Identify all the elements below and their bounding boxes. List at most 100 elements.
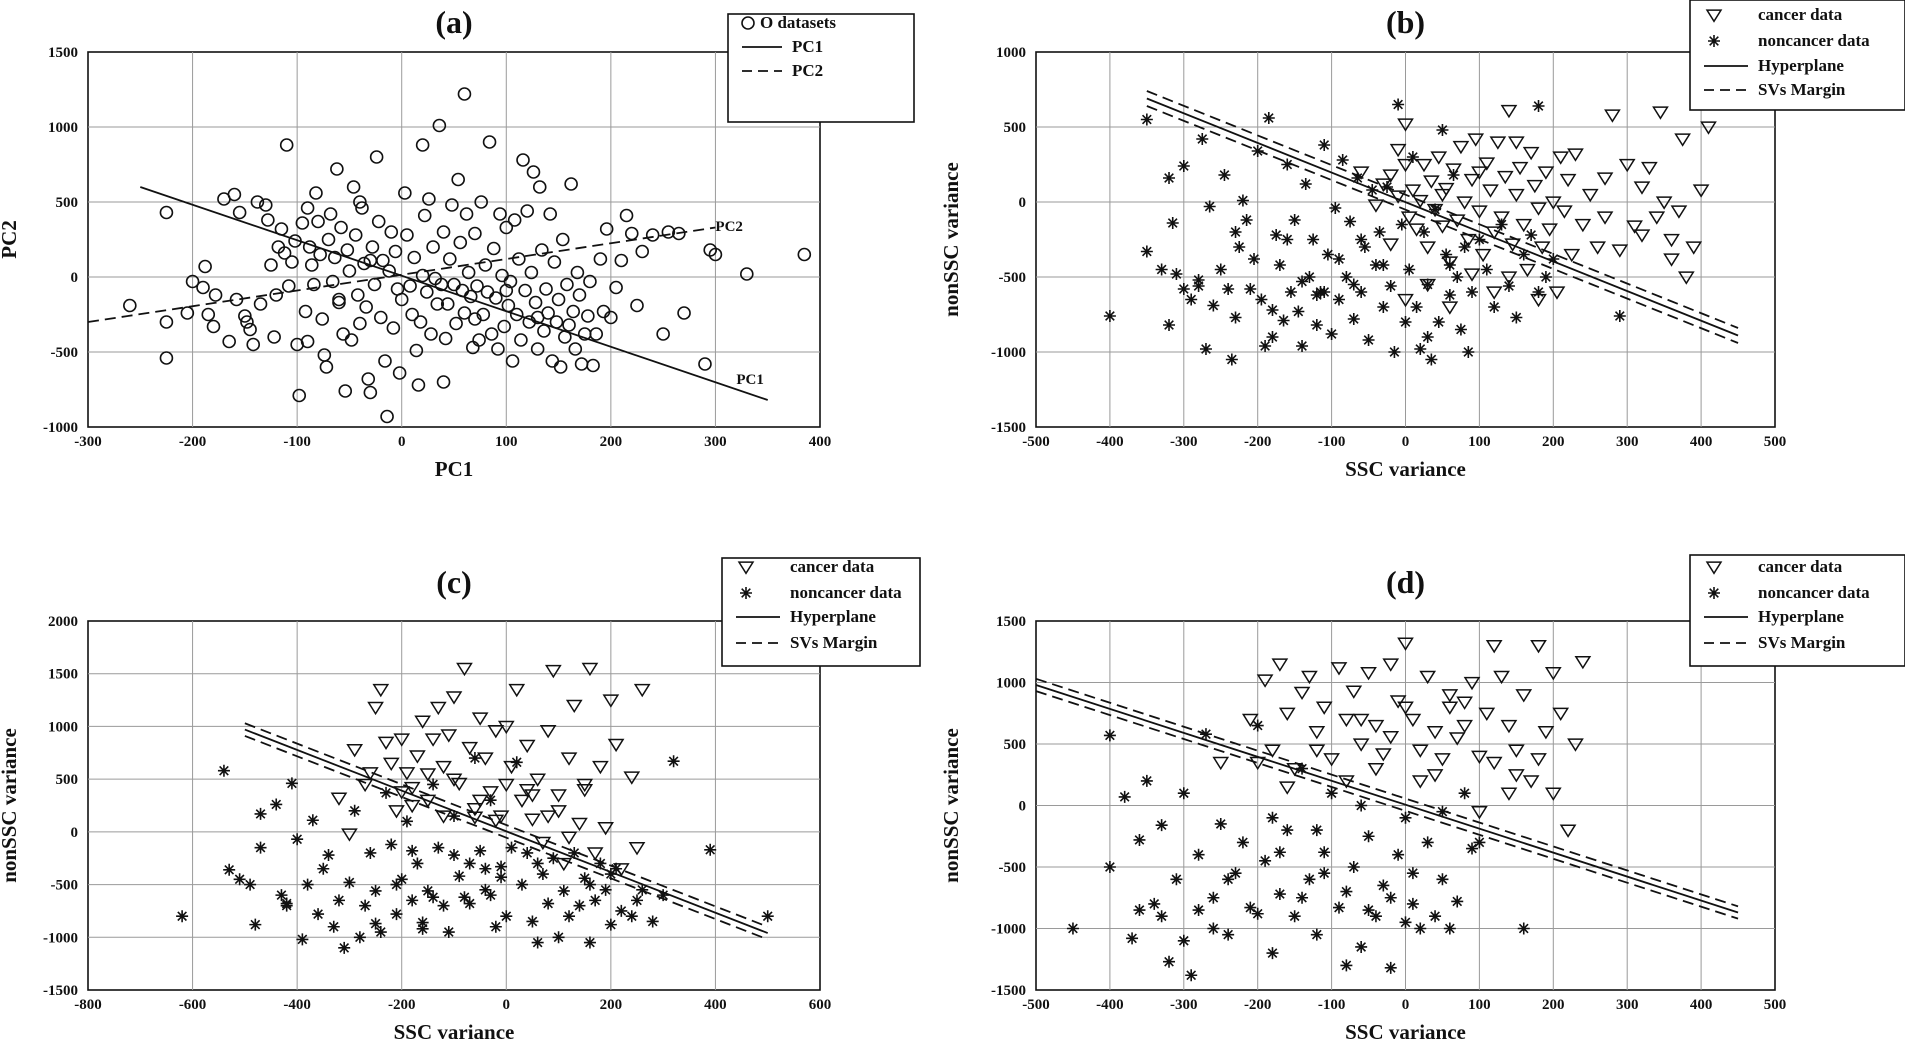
asterisk-point (495, 871, 508, 884)
asterisk-point (1525, 229, 1538, 241)
triangle-point (529, 773, 547, 787)
triangle-point (1633, 181, 1651, 195)
circle-point (445, 198, 459, 212)
triangle-point (1474, 248, 1492, 263)
circle-point (507, 213, 522, 227)
asterisk-point (1177, 283, 1190, 295)
circle-point (323, 207, 338, 221)
circle-point (201, 307, 216, 322)
triangle-point (487, 724, 505, 739)
circle-point (530, 310, 545, 325)
legend-asterisk-marker (1708, 35, 1720, 47)
x-tick-label: -100 (283, 434, 311, 450)
asterisk-point (552, 931, 565, 944)
circle-point (581, 309, 595, 323)
asterisk-point (1185, 293, 1198, 306)
triangle-point (576, 784, 594, 798)
asterisk-point (1388, 346, 1401, 358)
triangle-point (1441, 701, 1459, 715)
y-tick-label: 500 (56, 772, 79, 788)
circle-point (267, 330, 281, 344)
circle-point (363, 385, 378, 400)
legend-label: PC1 (792, 37, 823, 56)
circle-point (630, 298, 644, 313)
circle-point (532, 180, 547, 194)
asterisk-point (406, 894, 419, 907)
hyperplane-line (1035, 684, 1739, 914)
x-tick-label: 0 (1402, 997, 1410, 1013)
pc2-line-label: PC2 (715, 219, 743, 235)
asterisk-point (1288, 910, 1301, 923)
triangle-point (524, 813, 541, 827)
circle-point (482, 135, 497, 149)
circle-point (264, 258, 278, 272)
x-tick-label: -300 (1170, 997, 1198, 1013)
circle-point (560, 277, 574, 292)
triangle-point (607, 738, 625, 753)
asterisk-point (573, 899, 586, 912)
asterisk-point (1451, 271, 1464, 283)
legend-label: SVs Margin (790, 633, 878, 652)
panel-title: (c) (436, 564, 472, 600)
triangle-point (1500, 787, 1518, 801)
asterisk-point (1284, 286, 1297, 298)
asterisk-point (1532, 286, 1545, 298)
legend-label: O datasets (760, 13, 836, 32)
legend: cancer data noncancer data Hyperplane SVs M… (1689, 554, 1905, 667)
circle-point (551, 292, 566, 307)
asterisk-point (1344, 215, 1357, 228)
triangle-point (1434, 753, 1451, 767)
asterisk-point (1103, 861, 1116, 873)
x-tick-label: 300 (1616, 997, 1639, 1013)
circle-point (363, 253, 378, 268)
circle-point (313, 247, 327, 262)
svs-margin-line (244, 735, 769, 941)
triangle-point (1500, 271, 1518, 285)
circle-point (279, 138, 294, 152)
triangle-point (1408, 223, 1425, 237)
asterisk-point (1510, 311, 1523, 324)
triangle-point (633, 683, 651, 698)
asterisk-point (704, 843, 717, 856)
asterisk-point (374, 926, 387, 939)
circle-point (604, 310, 618, 325)
asterisk-point (1310, 824, 1323, 837)
circle-point (378, 354, 392, 368)
x-tick-label: 400 (704, 997, 727, 1013)
circle-point (451, 172, 465, 187)
asterisk-point (448, 849, 460, 862)
asterisk-point (1236, 194, 1249, 207)
legend-label: noncancer data (1758, 583, 1870, 602)
triangle-point (1485, 286, 1503, 300)
asterisk-point (1417, 226, 1430, 238)
x-tick-label: -200 (1244, 434, 1272, 450)
triangle-point (1367, 719, 1385, 734)
asterisk-point (667, 755, 680, 768)
asterisk-point (1273, 846, 1286, 859)
asterisk-point (1270, 229, 1283, 241)
asterisk-point (1140, 245, 1153, 258)
triangle-point (1655, 196, 1673, 210)
circle-point (261, 213, 275, 227)
circle-point (269, 288, 284, 302)
asterisk-point (1384, 280, 1397, 292)
triangle-point (560, 752, 578, 766)
triangle-point (518, 784, 536, 798)
triangle-point (1459, 233, 1477, 248)
triangle-point (1485, 756, 1503, 771)
circle-point (330, 162, 344, 176)
asterisk-point (1458, 241, 1471, 253)
circle-point (566, 304, 581, 319)
circle-point (206, 319, 221, 334)
legend-box (727, 13, 915, 123)
asterisk-point (1296, 275, 1309, 288)
legend-label: PC2 (792, 61, 823, 80)
y-tick-label: -1000 (991, 345, 1026, 361)
circle-point (797, 247, 812, 262)
asterisk-point (332, 894, 345, 907)
asterisk-point (1332, 901, 1345, 914)
triangle-point (1544, 667, 1562, 681)
y-tick-label: -1500 (991, 983, 1026, 999)
circle-point (321, 232, 336, 247)
asterisk-point (1466, 286, 1479, 298)
